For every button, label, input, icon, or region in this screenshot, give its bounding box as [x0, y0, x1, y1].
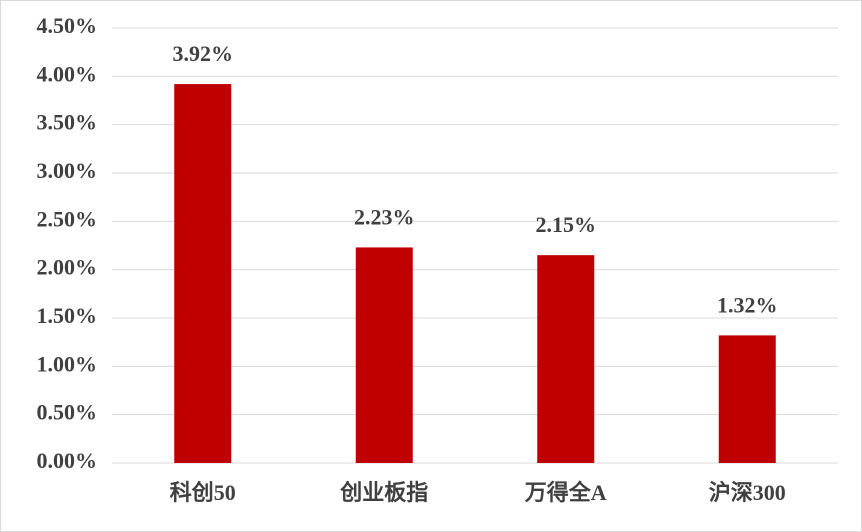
y-tick-label: 4.00%	[37, 61, 98, 86]
y-tick-label: 3.00%	[37, 158, 98, 183]
data-label: 1.32%	[717, 292, 778, 317]
y-tick-label: 2.50%	[37, 206, 98, 231]
bar	[355, 247, 413, 463]
data-label: 3.92%	[173, 41, 234, 66]
x-tick-label: 万得全A	[524, 480, 607, 505]
data-label: 2.15%	[536, 212, 597, 237]
y-tick-label: 1.00%	[37, 351, 98, 376]
bar	[537, 255, 595, 463]
bar	[718, 335, 776, 463]
x-tick-label: 沪深300	[709, 480, 786, 505]
y-tick-label: 2.00%	[37, 255, 98, 280]
x-tick-label: 科创50	[170, 480, 236, 505]
y-tick-label: 0.00%	[37, 448, 98, 473]
x-tick-label: 创业板指	[339, 480, 428, 505]
data-label: 2.23%	[354, 204, 415, 229]
y-tick-label: 1.50%	[37, 303, 98, 328]
y-tick-label: 4.50%	[37, 13, 98, 38]
y-tick-label: 3.50%	[37, 110, 98, 135]
bar	[174, 84, 232, 464]
y-tick-label: 0.50%	[37, 400, 98, 425]
